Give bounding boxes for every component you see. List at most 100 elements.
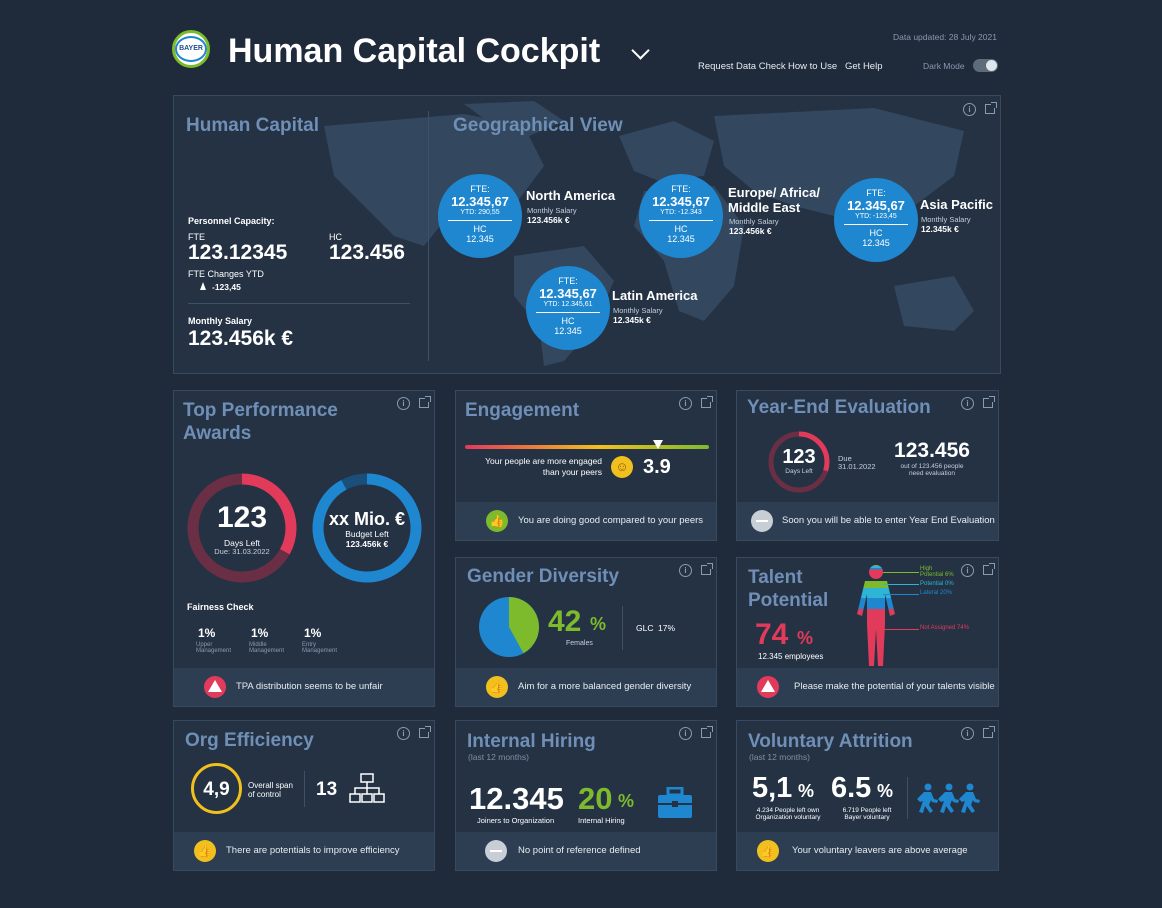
info-icon[interactable]: i (397, 727, 410, 740)
region-bubble-emea[interactable]: FTE: 12.345,67 YTD: -12.343 HC 12.345 (639, 174, 723, 258)
gender-pie-female-slice (509, 597, 539, 654)
fairness-upper-label: Upper Management (196, 642, 232, 654)
expand-icon[interactable] (983, 726, 995, 738)
region-salary-label-latin-america: Monthly Salary (613, 306, 663, 315)
female-pct: 42 (548, 605, 582, 638)
chevron-down-icon[interactable] (631, 41, 650, 60)
joiners-value: 12.345 (469, 781, 564, 816)
region-salary-label-asia-pacific: Monthly Salary (921, 215, 971, 224)
expand-icon[interactable] (419, 396, 431, 408)
budget-left-label: Budget Left (345, 529, 389, 539)
expand-icon[interactable] (983, 563, 995, 575)
neutral-icon (751, 510, 773, 532)
levels-value: 13 (316, 779, 338, 800)
days-left-value: 123 (216, 501, 268, 534)
org-divider (304, 771, 305, 807)
thumbs-up-icon: 👍 (486, 510, 508, 532)
hiring-subtitle: (last 12 months) (468, 752, 529, 762)
region-bubble-latin-america[interactable]: FTE: 12.345,67 YTD: 12.345,61 HC 12.345 (526, 266, 610, 350)
expand-icon[interactable] (985, 102, 997, 114)
geo-title: Geographical View (453, 115, 623, 136)
talent-panel: Talent Potential i 74 % 12.345 employees… (736, 557, 999, 707)
budget-left-value: xx Mio. € (328, 509, 406, 529)
year-end-footer: Soon you will be able to enter Year End … (737, 502, 998, 540)
running-people-icon (917, 783, 980, 813)
region-name-north-america: North America (526, 188, 616, 203)
talent-legend-lateral: Lateral 20% (920, 590, 953, 596)
region-salary-asia-pacific: 12.345k € (921, 224, 959, 234)
span-ring (191, 763, 242, 814)
talent-footer-text: Please make the potential of your talent… (794, 681, 995, 692)
hc-divider (188, 303, 410, 304)
attrition-org-text: 4.234 People left own Organization volun… (755, 807, 821, 821)
expand-icon[interactable] (701, 563, 713, 575)
info-icon[interactable]: i (679, 727, 692, 740)
attrition-footer: 👍 Your voluntary leavers are above avera… (737, 832, 998, 870)
expand-icon[interactable] (701, 396, 713, 408)
year-end-count-text: out of 123.456 people need evaluation (900, 463, 964, 477)
span-value: 4,9 (203, 779, 230, 800)
briefcase-icon (658, 787, 692, 818)
awards-panel: Top Performance Awards i 123 Days Left D… (173, 390, 435, 707)
gender-divider (622, 606, 623, 650)
info-icon[interactable]: i (961, 727, 974, 740)
region-salary-emea: 123.456k € (729, 226, 772, 236)
year-end-due-date: 31.01.2022 (838, 462, 876, 471)
smiley-icon: ☺ (611, 456, 633, 478)
hc-value: 123.456 (329, 241, 405, 264)
org-panel: Org Efficiency i 4,9 Overall span of con… (173, 720, 435, 871)
attrition-bayer-text: 6.719 People left Bayer voluntary (842, 807, 892, 821)
region-salary-label-emea: Monthly Salary (729, 217, 779, 226)
awards-title: Top Performance Awards (183, 400, 338, 444)
info-icon[interactable]: i (961, 397, 974, 410)
human-body-icon (857, 565, 895, 666)
info-icon[interactable]: i (679, 564, 692, 577)
org-footer: 👍 There are potentials to improve effici… (174, 832, 434, 870)
expand-icon[interactable] (701, 726, 713, 738)
expand-icon[interactable] (983, 396, 995, 408)
engagement-footer-text: You are doing good compared to your peer… (518, 515, 704, 526)
talent-legend-high: High Potential 6% (920, 566, 954, 578)
talent-title: Talent Potential (748, 567, 829, 611)
dark-mode-toggle[interactable] (973, 59, 998, 72)
how-to-use-link[interactable]: How to Use (788, 61, 838, 72)
year-end-title: Year-End Evaluation (747, 397, 931, 418)
info-icon[interactable]: i (397, 397, 410, 410)
talent-leader-potential (883, 584, 919, 585)
talent-leader-high (883, 572, 919, 573)
info-icon[interactable]: i (963, 103, 976, 116)
engagement-scale-bar (465, 445, 709, 449)
year-end-footer-text: Soon you will be able to enter Year End … (782, 515, 995, 526)
bayer-logo: BAYER (172, 30, 210, 68)
attrition-panel: Voluntary Attrition (last 12 months) i 5… (736, 720, 999, 871)
request-data-check-link[interactable]: Request Data Check (698, 61, 786, 72)
internal-label: Internal Hiring (578, 816, 625, 825)
info-icon[interactable]: i (679, 397, 692, 410)
budget-left-arc (312, 473, 422, 583)
region-name-asia-pacific: Asia Pacific (920, 197, 993, 212)
get-help-link[interactable]: Get Help (845, 61, 883, 72)
joiners-label: Joiners to Organization (477, 816, 555, 825)
talent-employees: 12.345 employees (758, 652, 824, 661)
engagement-panel: Engagement i Your people are more engage… (455, 390, 717, 541)
attrition-subtitle: (last 12 months) (749, 752, 810, 762)
page-title: Human Capital Cockpit (228, 32, 601, 70)
attrition-bayer-pct-sign: % (877, 781, 894, 801)
female-label: Females (566, 640, 593, 647)
days-left-arc (187, 473, 297, 583)
gender-panel: Gender Diversity i 42 % Females GLC 17% … (455, 557, 717, 707)
attrition-footer-text: Your voluntary leavers are above average (792, 845, 968, 856)
info-icon[interactable]: i (961, 564, 974, 577)
engagement-text: Your people are more engaged than your p… (485, 456, 602, 477)
thumbs-up-icon: 👍 (757, 840, 779, 862)
fte-changes-label: FTE Changes YTD (188, 269, 264, 279)
human-capital-panel: Human Capital Personnel Capacity: FTE 12… (173, 95, 1001, 374)
engagement-title: Engagement (465, 400, 580, 421)
expand-icon[interactable] (419, 726, 431, 738)
warning-icon (757, 676, 779, 698)
region-bubble-north-america[interactable]: FTE: 12.345,67 YTD: 290,55 HC 12.345 (438, 174, 522, 258)
internal-pct-sign: % (618, 791, 635, 811)
span-label: Overall span of control (248, 781, 293, 799)
region-name-emea: Europe/ Africa/ Middle East (728, 185, 820, 215)
region-bubble-asia-pacific[interactable]: FTE: 12.345,67 YTD: -123,45 HC 12.345 (834, 178, 918, 262)
